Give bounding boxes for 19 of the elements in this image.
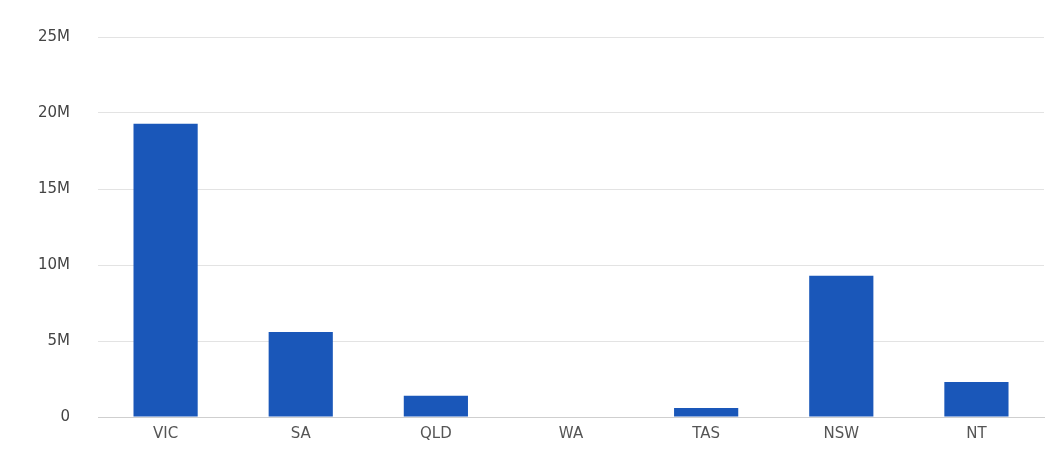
x-tick-label: VIC: [153, 423, 179, 442]
y-tick-label: 20M: [38, 102, 71, 121]
y-tick-label: 15M: [38, 178, 71, 197]
bar: [268, 331, 333, 417]
bar: [809, 275, 874, 417]
x-tick-label: WA: [558, 423, 584, 442]
y-tick-label: 10M: [38, 254, 71, 273]
y-tick-label: 5M: [47, 330, 71, 349]
bar: [403, 395, 468, 417]
bar: [133, 123, 198, 417]
bar: [674, 407, 739, 417]
x-tick-label: NT: [966, 423, 988, 442]
bar: [944, 382, 1009, 417]
x-tick-label: NSW: [823, 423, 860, 442]
y-tick-label: 0: [60, 406, 71, 425]
x-tick-label: TAS: [691, 423, 721, 442]
y-tick-label: 25M: [38, 26, 71, 45]
x-tick-label: QLD: [420, 423, 452, 442]
x-tick-label: SA: [290, 423, 312, 442]
